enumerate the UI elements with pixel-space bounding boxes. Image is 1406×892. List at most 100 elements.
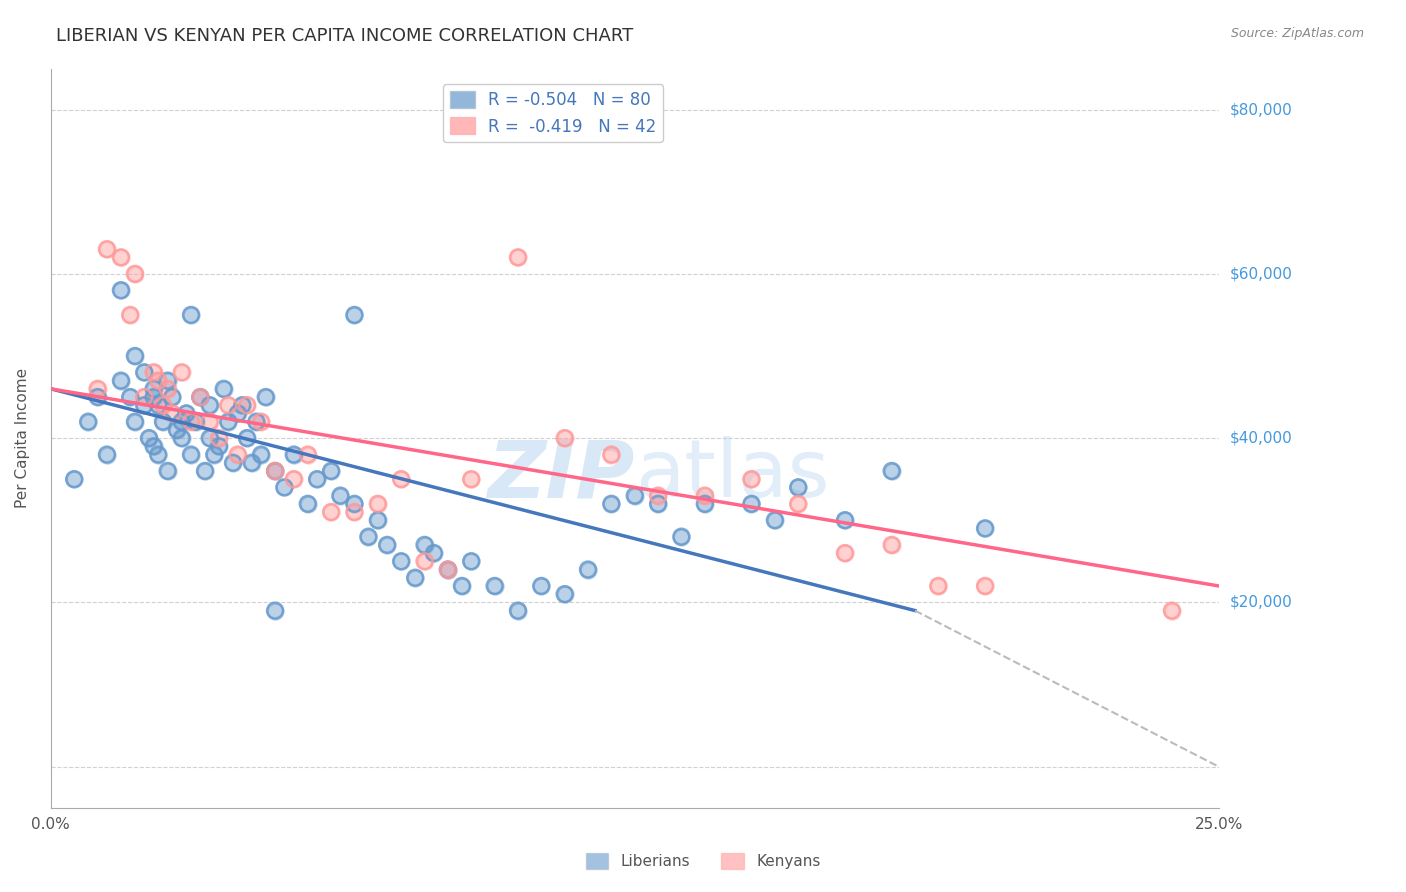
Point xyxy=(134,398,156,412)
Point xyxy=(124,415,146,429)
Point xyxy=(460,554,482,568)
Point xyxy=(198,415,221,429)
Point xyxy=(148,448,170,462)
Point xyxy=(250,415,273,429)
Point xyxy=(110,251,132,265)
Point xyxy=(693,497,716,511)
Point xyxy=(226,448,249,462)
Point xyxy=(170,415,193,429)
Point xyxy=(120,390,142,404)
Y-axis label: Per Capita Income: Per Capita Income xyxy=(15,368,30,508)
Point xyxy=(506,251,529,265)
Point xyxy=(974,579,997,593)
Point xyxy=(152,398,174,412)
Point xyxy=(740,497,762,511)
Point xyxy=(506,251,529,265)
Point xyxy=(194,464,217,478)
Point xyxy=(250,448,273,462)
Point xyxy=(367,497,389,511)
Point xyxy=(647,489,669,503)
Point xyxy=(142,365,165,379)
Point xyxy=(208,439,231,453)
Point xyxy=(86,390,108,404)
Point xyxy=(110,374,132,388)
Point xyxy=(576,562,599,576)
Point xyxy=(671,530,693,544)
Point xyxy=(226,448,249,462)
Point xyxy=(142,439,165,453)
Point xyxy=(240,456,263,470)
Point xyxy=(273,480,295,494)
Point xyxy=(693,489,716,503)
Point xyxy=(134,365,156,379)
Point xyxy=(787,480,810,494)
Point xyxy=(138,431,160,445)
Point xyxy=(142,390,165,404)
Point xyxy=(194,464,217,478)
Point xyxy=(554,587,576,601)
Point xyxy=(1160,603,1182,617)
Point xyxy=(834,546,856,560)
Point xyxy=(367,497,389,511)
Point xyxy=(134,390,156,404)
Point xyxy=(554,587,576,601)
Point xyxy=(110,251,132,265)
Point xyxy=(343,308,366,322)
Point xyxy=(156,464,179,478)
Point xyxy=(307,472,329,486)
Point xyxy=(283,448,305,462)
Point xyxy=(156,374,179,388)
Point xyxy=(413,538,436,552)
Point xyxy=(226,407,249,421)
Point xyxy=(124,415,146,429)
Text: LIBERIAN VS KENYAN PER CAPITA INCOME CORRELATION CHART: LIBERIAN VS KENYAN PER CAPITA INCOME COR… xyxy=(56,27,634,45)
Point xyxy=(77,415,100,429)
Text: $60,000: $60,000 xyxy=(1230,267,1292,281)
Point xyxy=(217,415,239,429)
Point xyxy=(437,562,460,576)
Point xyxy=(198,431,221,445)
Point xyxy=(96,242,118,256)
Point xyxy=(283,448,305,462)
Point xyxy=(375,538,398,552)
Point xyxy=(162,390,184,404)
Point xyxy=(319,464,342,478)
Legend: R = -0.504   N = 80, R =  -0.419   N = 42: R = -0.504 N = 80, R = -0.419 N = 42 xyxy=(443,84,662,142)
Point xyxy=(217,398,239,412)
Point xyxy=(184,415,207,429)
Text: $40,000: $40,000 xyxy=(1230,431,1292,446)
Point xyxy=(506,603,529,617)
Point xyxy=(343,505,366,519)
Point xyxy=(162,407,184,421)
Point xyxy=(375,538,398,552)
Point xyxy=(484,579,506,593)
Point xyxy=(389,472,412,486)
Point xyxy=(600,448,623,462)
Point xyxy=(506,603,529,617)
Point xyxy=(208,431,231,445)
Point xyxy=(787,480,810,494)
Point xyxy=(423,546,446,560)
Point xyxy=(740,472,762,486)
Point xyxy=(156,464,179,478)
Point xyxy=(647,497,669,511)
Point xyxy=(134,365,156,379)
Point xyxy=(389,472,412,486)
Point xyxy=(222,456,245,470)
Point xyxy=(927,579,949,593)
Point xyxy=(148,374,170,388)
Text: ZIP: ZIP xyxy=(488,436,634,514)
Point xyxy=(120,390,142,404)
Point xyxy=(974,521,997,535)
Point xyxy=(148,448,170,462)
Point xyxy=(740,472,762,486)
Point xyxy=(329,489,352,503)
Point xyxy=(740,497,762,511)
Point xyxy=(110,283,132,297)
Point xyxy=(834,546,856,560)
Point xyxy=(148,374,170,388)
Point xyxy=(142,365,165,379)
Point xyxy=(86,382,108,396)
Point xyxy=(86,390,108,404)
Point xyxy=(96,242,118,256)
